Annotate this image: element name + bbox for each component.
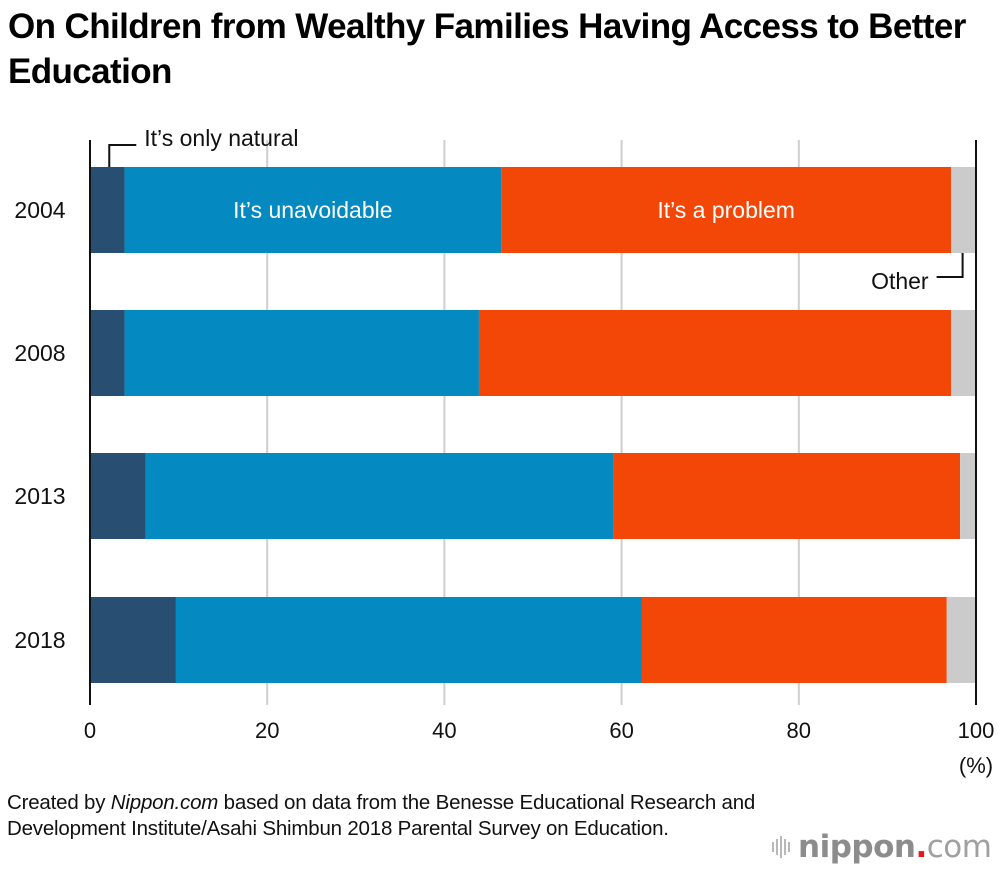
bars bbox=[90, 167, 976, 683]
bar-segment-2013-1 bbox=[90, 453, 146, 539]
x-tick-label: 20 bbox=[255, 718, 279, 743]
bar-segment-2013-3 bbox=[613, 453, 961, 539]
bar-segment-2008-1 bbox=[90, 310, 125, 396]
bar-segment-2008-3 bbox=[478, 310, 952, 396]
y-category-label: 2004 bbox=[14, 197, 65, 223]
bar-segment-2004-3 bbox=[501, 167, 952, 253]
source-publisher: Nippon.com bbox=[110, 791, 219, 814]
other-leader-line bbox=[936, 253, 964, 278]
bar-segment-2018-2 bbox=[175, 597, 642, 683]
x-unit-label: (%) bbox=[959, 753, 993, 778]
y-category-label: 2013 bbox=[14, 483, 65, 509]
bar-segment-2013-4 bbox=[960, 453, 976, 539]
bar-segment-2018-4 bbox=[946, 597, 976, 683]
natural-leader-line bbox=[108, 144, 137, 167]
x-tick-label: 0 bbox=[84, 718, 96, 743]
label-unavoidable: It’s unavoidable bbox=[233, 197, 392, 223]
label-problem: It’s a problem bbox=[657, 197, 795, 223]
x-tick-label: 80 bbox=[787, 718, 811, 743]
label-other: Other bbox=[871, 268, 929, 294]
source-text: based on data from the Benesse Education… bbox=[7, 791, 756, 840]
nippon-logo: nippon.com bbox=[772, 827, 992, 867]
x-tick-label: 100 bbox=[958, 718, 995, 743]
axes bbox=[89, 140, 977, 705]
logo-name: nippon bbox=[798, 829, 916, 865]
y-category-label: 2008 bbox=[14, 340, 65, 366]
labels: 0 20 40 60 80 100 (%) 2004 2008 2013 2018 It’s unav… bbox=[14, 125, 994, 778]
label-natural: It’s only natural bbox=[144, 125, 298, 151]
bar-segment-2008-4 bbox=[951, 310, 976, 396]
source-prefix: Created by bbox=[7, 791, 111, 814]
logo-dot: . bbox=[915, 829, 927, 865]
y-category-label: 2018 bbox=[14, 627, 65, 653]
bar-segment-2004-2 bbox=[124, 167, 502, 253]
bar-segment-2004-4 bbox=[951, 167, 976, 253]
bar-segment-2018-1 bbox=[90, 597, 176, 683]
logo-tld: com bbox=[926, 829, 992, 865]
x-tick-label: 40 bbox=[432, 718, 456, 743]
source-note: Created by Nippon.com based on data from… bbox=[7, 790, 767, 842]
x-tick-label: 60 bbox=[609, 718, 633, 743]
bar-segment-2008-2 bbox=[124, 310, 479, 396]
bar-segment-2018-3 bbox=[641, 597, 947, 683]
logo-sound-bars-icon bbox=[772, 836, 790, 858]
bar-segment-2004-1 bbox=[90, 167, 125, 253]
chart-title: On Children from Wealthy Families Having… bbox=[8, 7, 966, 91]
bar-segment-2013-2 bbox=[145, 453, 614, 539]
